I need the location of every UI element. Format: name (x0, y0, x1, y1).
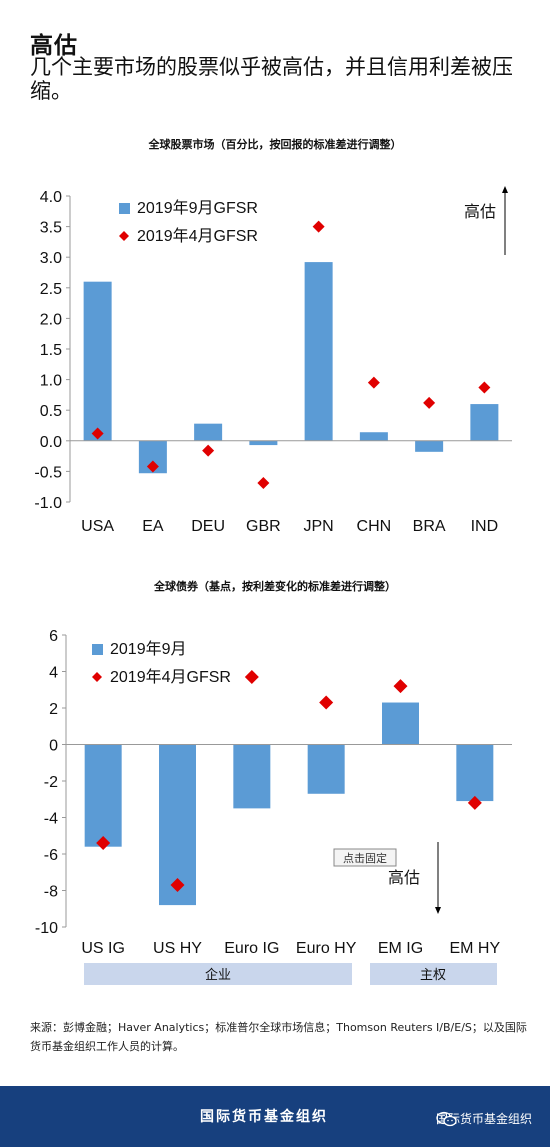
bar-IND (470, 404, 499, 441)
y-tick-label: 0.0 (40, 434, 62, 451)
bar-USA (83, 281, 112, 441)
y-tick-label: 2.0 (40, 311, 62, 328)
marker-Euro HY (319, 695, 334, 710)
footer-bar: 国际货币基金组织 国际货币基金组织 (0, 1086, 550, 1147)
x-tick-label: JPN (304, 518, 334, 535)
overvalued-annotation: 高估 (464, 202, 496, 221)
marker-USA (91, 427, 104, 440)
bar-EM HY (456, 744, 494, 802)
y-tick-label: -1.0 (34, 495, 62, 512)
y-tick-label: 1.5 (40, 342, 62, 359)
y-tick-label: 4.0 (40, 189, 62, 206)
wechat-account[interactable]: 国际货币基金组织 (436, 1110, 532, 1127)
bar-BRA (415, 440, 444, 452)
x-tick-label: IND (471, 518, 499, 535)
page-subtitle: 几个主要市场的股票似乎被高估，并且信用利差被压缩。 (30, 55, 513, 103)
x-tick-label: EA (142, 518, 164, 535)
legend-bar-swatch (92, 644, 103, 655)
marker-Euro IG (244, 669, 259, 684)
y-tick-label: 0.5 (40, 403, 62, 420)
bar-US IG (84, 744, 122, 847)
marker-EM IG (393, 679, 408, 694)
group-band-sovereign (370, 963, 497, 985)
x-tick-label: Euro HY (296, 940, 357, 957)
x-tick-label: Euro IG (224, 940, 279, 957)
y-tick-label: -2 (44, 774, 58, 791)
y-tick-label: -0.5 (34, 464, 62, 481)
wechat-account-name: 国际货币基金组织 (435, 1112, 532, 1126)
legend-marker-label: 2019年4月GFSR (137, 227, 258, 245)
y-tick-label: 0 (49, 738, 58, 755)
y-tick-label: 1.0 (40, 373, 62, 390)
legend-bar-swatch (119, 203, 130, 214)
y-tick-label: 3.5 (40, 220, 62, 237)
y-tick-label: 2.5 (40, 281, 62, 298)
y-tick-label: -10 (35, 920, 58, 937)
y-tick-label: -8 (44, 884, 58, 901)
tooltip-label: 点击固定 (343, 851, 387, 865)
group-band-corporate (84, 963, 352, 985)
tooltip-box (333, 848, 397, 867)
source-note: 来源：彭博金融；Haver Analytics；标准普尔全球市场信息；Thoms… (30, 1021, 527, 1053)
overvalued-arrow-head (435, 907, 441, 914)
marker-EA (146, 460, 159, 473)
footer-org-name: 国际货币基金组织 (200, 1109, 328, 1125)
marker-BRA (423, 396, 436, 409)
x-tick-label: BRA (413, 518, 446, 535)
legend-marker-swatch (119, 231, 129, 241)
marker-CHN (367, 376, 380, 389)
bar-Euro HY (307, 744, 345, 794)
bond-chart-title: 全球债券（基点，按利差变化的标准差进行调整） (154, 580, 396, 593)
bar-DEU (194, 423, 223, 441)
bar-JPN (304, 262, 333, 441)
x-tick-label: CHN (357, 518, 392, 535)
x-tick-label: EM HY (449, 940, 500, 957)
y-tick-label: 6 (49, 628, 58, 645)
group-label-corporate: 企业 (205, 967, 231, 983)
marker-JPN (312, 220, 325, 233)
overvalued-arrow-head (502, 186, 508, 193)
marker-IND (478, 381, 491, 394)
bar-Euro IG (233, 744, 271, 809)
x-tick-label: EM IG (378, 940, 423, 957)
legend-bar-label: 2019年9月GFSR (137, 199, 258, 217)
marker-GBR (257, 477, 270, 490)
group-label-sovereign: 主权 (420, 967, 446, 983)
legend-marker-label: 2019年4月GFSR (110, 668, 231, 686)
bar-CHN (359, 432, 388, 441)
y-tick-label: -4 (44, 811, 58, 828)
marker-DEU (202, 444, 215, 457)
bond-chart: 6 4 2 0 -2 -4 -6 -8 -10 US IG US HY Euro IG Euro HY E… (35, 628, 512, 985)
overvalued-annotation: 高估 (388, 868, 420, 887)
marker-US IG (96, 836, 111, 851)
x-tick-label: DEU (191, 518, 225, 535)
x-tick-label: US HY (153, 940, 202, 957)
wechat-icon (436, 1111, 457, 1126)
marker-EM HY (467, 795, 482, 810)
bar-GBR (249, 440, 278, 446)
x-tick-label: US IG (81, 940, 125, 957)
x-tick-label: USA (81, 518, 114, 535)
y-tick-label: 4 (49, 665, 58, 682)
y-tick-label: 2 (49, 701, 58, 718)
legend-marker-swatch (92, 672, 102, 682)
x-tick-label: GBR (246, 518, 281, 535)
equity-chart: 4.0 3.5 3.0 2.5 2.0 1.5 1.0 0.5 0.0 -0.5 -1.0 USA EA… (34, 186, 512, 535)
legend-bar-label: 2019年9月 (110, 640, 187, 658)
bar-EM IG (382, 702, 419, 745)
y-tick-label: 3.0 (40, 250, 62, 267)
y-tick-label: -6 (44, 847, 58, 864)
page-title: 高估 (30, 33, 78, 59)
marker-US HY (170, 878, 185, 893)
equity-chart-title: 全球股票市场（百分比，按回报的标准差进行调整） (148, 138, 402, 151)
